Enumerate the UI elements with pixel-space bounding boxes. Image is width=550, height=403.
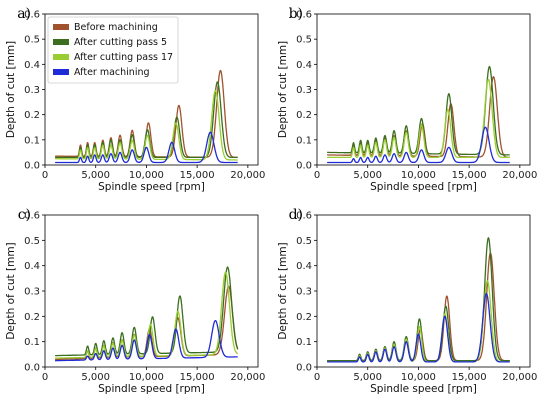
- x-tick-label: 5,000: [81, 170, 110, 181]
- legend-swatch: [53, 54, 69, 60]
- legend-box: [47, 16, 179, 84]
- panel-label: d): [289, 207, 303, 223]
- legend: Before machining After cutting pass 5 Afte…: [47, 16, 179, 84]
- x-tick-label: 0: [42, 170, 48, 181]
- series-line-after-machining: [54, 319, 239, 362]
- y-tick-label: 0.0: [296, 161, 312, 172]
- chart-panel-2: 0.0 0.1 0.2 0.3 0.4 0.5 0.6 0 5,000 10,000 15,000 2…: [277, 6, 537, 193]
- x-tick-label: 15,000: [452, 170, 487, 181]
- y-axis-label: Depth of cut [mm]: [5, 41, 17, 138]
- y-tick-label: 0.6: [296, 211, 312, 222]
- y-tick-label: 0.1: [296, 337, 312, 348]
- legend-entry: Before machining: [74, 22, 158, 33]
- y-axis-label: Depth of cut [mm]: [5, 242, 17, 339]
- x-tick-label: 20,000: [502, 170, 537, 181]
- legend-swatch: [53, 69, 69, 75]
- y-tick-label: 0.5: [24, 236, 40, 247]
- y-tick-label: 0.5: [24, 35, 40, 46]
- y-tick-label: 0.0: [24, 161, 40, 172]
- x-tick-label: 20,000: [230, 372, 265, 383]
- x-tick-label: 0: [314, 170, 320, 181]
- y-tick-label: 0.4: [296, 261, 312, 272]
- legend-entry: After cutting pass 5: [74, 37, 167, 48]
- x-tick-label: 10,000: [401, 170, 436, 181]
- series-line-after-cutting-pass-17: [54, 89, 239, 161]
- series-line-after-cutting-pass-5: [54, 81, 239, 159]
- y-axis-label: Depth of cut [mm]: [277, 41, 289, 138]
- x-tick-label: 5,000: [353, 170, 382, 181]
- x-axis-label: Spindle speed [rpm]: [370, 383, 477, 395]
- x-axis-label: Spindle speed [rpm]: [98, 181, 205, 193]
- y-tick-label: 0.4: [24, 261, 40, 272]
- x-axis-label: Spindle speed [rpm]: [98, 383, 205, 395]
- x-tick-label: 5,000: [81, 372, 110, 383]
- y-tick-label: 0.3: [296, 287, 312, 298]
- x-tick-label: 15,000: [180, 372, 215, 383]
- y-tick-label: 0.2: [296, 110, 312, 121]
- legend-entry: After machining: [74, 67, 150, 78]
- y-tick-label: 0.6: [296, 10, 312, 21]
- panel-label: c): [18, 207, 31, 223]
- y-tick-label: 0.4: [24, 60, 40, 71]
- x-tick-label: 10,000: [401, 372, 436, 383]
- legend-swatch: [53, 24, 69, 30]
- y-tick-label: 0.6: [24, 10, 40, 21]
- y-tick-label: 0.1: [24, 337, 40, 348]
- x-tick-label: 10,000: [129, 372, 164, 383]
- y-axis-label: Depth of cut [mm]: [277, 242, 289, 339]
- y-tick-label: 0.2: [24, 110, 40, 121]
- x-tick-label: 5,000: [353, 372, 382, 383]
- series-line-after-machining: [54, 131, 239, 164]
- legend-entry: After cutting pass 17: [74, 52, 173, 63]
- x-tick-label: 15,000: [452, 372, 487, 383]
- chart-panel-4: 0.0 0.1 0.2 0.3 0.4 0.5 0.6 0 5,000 10,000 15,000 2…: [277, 207, 537, 395]
- series-line-after-machining: [326, 292, 511, 363]
- y-tick-label: 0.1: [24, 135, 40, 146]
- series-line-before-machining: [326, 252, 511, 362]
- y-tick-label: 0.3: [24, 287, 40, 298]
- y-tick-label: 0.0: [24, 363, 40, 374]
- y-tick-label: 0.6: [24, 211, 40, 222]
- y-tick-label: 0.3: [24, 85, 40, 96]
- series-line-before-machining: [326, 76, 511, 159]
- y-tick-label: 0.1: [296, 135, 312, 146]
- axes-frame: [316, 13, 531, 166]
- chart-panel-3: 0.0 0.1 0.2 0.3 0.4 0.5 0.6 0 5,000 10,000 15,000 2…: [5, 207, 265, 395]
- y-tick-label: 0.4: [296, 60, 312, 71]
- panel-label: a): [17, 6, 31, 22]
- x-tick-label: 20,000: [230, 170, 265, 181]
- y-tick-label: 0.5: [296, 35, 312, 46]
- legend-swatch: [53, 39, 69, 45]
- y-tick-label: 0.0: [296, 363, 312, 374]
- y-tick-label: 0.5: [296, 236, 312, 247]
- panel-label: b): [289, 6, 303, 22]
- x-tick-label: 10,000: [129, 170, 164, 181]
- y-tick-label: 0.2: [296, 312, 312, 323]
- y-tick-label: 0.3: [296, 85, 312, 96]
- y-tick-label: 0.2: [24, 312, 40, 323]
- series-line-after-machining: [326, 126, 511, 164]
- x-tick-label: 0: [42, 372, 48, 383]
- x-tick-label: 0: [314, 372, 320, 383]
- x-axis-label: Spindle speed [rpm]: [370, 181, 477, 193]
- x-tick-label: 15,000: [180, 170, 215, 181]
- chart-panel-1: 0.0 0.1 0.2 0.3 0.4 0.5 0.6 0 5,000 10,000 15,000 2…: [5, 6, 265, 193]
- x-tick-label: 20,000: [502, 372, 537, 383]
